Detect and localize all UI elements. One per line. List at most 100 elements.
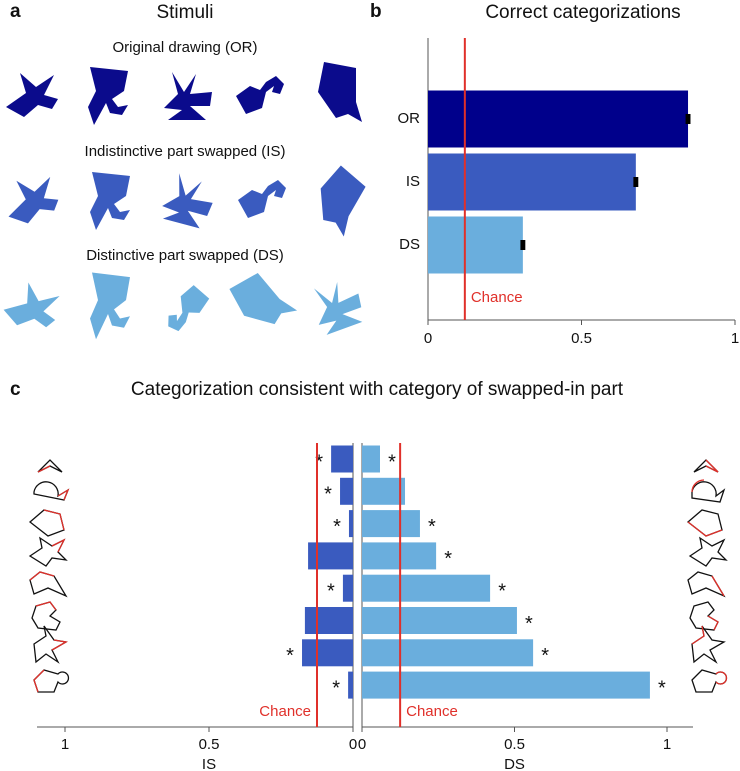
bar [308, 542, 353, 570]
bar [362, 607, 517, 634]
stimuli-row [6, 62, 362, 125]
x-axis-label: IS [202, 756, 216, 771]
icon-part [687, 521, 723, 537]
y-tick-label: IS [406, 173, 420, 190]
significance-marker: * [324, 484, 332, 506]
x-tick-label: 1 [731, 330, 739, 347]
stimuli-row [0, 264, 368, 340]
bar [428, 90, 689, 148]
x-tick-label: 0 [349, 736, 357, 753]
significance-marker: * [428, 516, 436, 538]
significance-marker: * [332, 677, 340, 699]
panel-label: b [370, 1, 382, 22]
y-tick-label: OR [398, 110, 421, 127]
shape [88, 67, 128, 125]
x-tick-label: 0.5 [199, 736, 220, 753]
shape [306, 274, 368, 337]
chance-label: Chance [259, 703, 311, 720]
shape [0, 277, 65, 337]
chance-label: Chance [406, 703, 458, 720]
x-tick-label: 0 [424, 330, 432, 347]
significance-marker: * [333, 516, 341, 538]
icon-part [711, 575, 725, 597]
icon-part [691, 625, 705, 645]
bar [362, 542, 437, 570]
significance-marker: * [315, 451, 323, 473]
stimuli-row-label: Original drawing (OR) [112, 39, 257, 56]
x-axis-label: DS [504, 756, 525, 771]
panel-label: c [10, 379, 21, 400]
bar [362, 510, 420, 538]
icon-part [57, 488, 70, 501]
shape [318, 62, 362, 122]
significance-marker: * [658, 677, 666, 699]
stimuli-row-label: Indistinctive part swapped (IS) [85, 143, 286, 160]
icon-part [51, 538, 66, 553]
bar [362, 574, 491, 602]
shape [224, 264, 298, 339]
icon-part [707, 615, 719, 631]
y-tick-label: DS [399, 236, 420, 253]
bar [302, 639, 353, 667]
significance-marker: * [327, 580, 335, 602]
shape [90, 272, 130, 340]
stimuli-title: Stimuli [156, 2, 213, 23]
bar [331, 445, 353, 473]
x-tick-label: 1 [663, 736, 671, 753]
icon-part [35, 601, 57, 611]
bar [340, 477, 353, 505]
error-bar [685, 114, 691, 124]
stimuli-row-label: Distinctive part swapped (DS) [86, 247, 284, 264]
bar [348, 510, 353, 538]
icon-part [51, 639, 68, 651]
icon [687, 571, 726, 598]
shape [159, 171, 218, 230]
error-bar [520, 240, 526, 250]
bar [428, 153, 636, 211]
icon [691, 481, 726, 503]
chance-label: Chance [471, 289, 523, 306]
icon [33, 669, 70, 693]
icon-part [37, 465, 51, 473]
chart-title: Correct categorizations [485, 2, 680, 23]
bar [348, 671, 353, 699]
x-tick-label: 0 [358, 736, 366, 753]
icon-part [33, 669, 45, 693]
bar [362, 445, 380, 473]
icon [691, 669, 728, 693]
x-tick-label: 0.5 [571, 330, 592, 347]
shape [157, 281, 217, 334]
significance-marker: * [286, 645, 294, 667]
significance-marker: * [541, 645, 549, 667]
bar [362, 477, 406, 505]
error-bar [633, 177, 639, 187]
x-tick-label: 0.5 [504, 736, 525, 753]
icon-part [691, 479, 705, 493]
bar [304, 607, 353, 634]
shape [90, 172, 130, 230]
icon-part [705, 459, 719, 473]
icon [689, 601, 719, 631]
x-tick-label: 1 [61, 736, 69, 753]
icon-part [43, 509, 65, 531]
icon-part [29, 571, 55, 581]
part-icons-right [686, 459, 728, 693]
shape [236, 76, 284, 114]
significance-marker: * [525, 613, 533, 635]
significance-marker: * [388, 451, 396, 473]
bar [362, 671, 650, 699]
icon-part [715, 671, 728, 685]
shape [2, 174, 62, 227]
bar [428, 216, 523, 274]
chart-title: Categorization consistent with category … [131, 379, 624, 400]
bar [362, 639, 534, 667]
part-icons-left [28, 459, 70, 693]
shape [305, 162, 374, 237]
significance-marker: * [498, 580, 506, 602]
shape [164, 72, 212, 120]
panel-label: a [10, 1, 21, 22]
bar [342, 574, 353, 602]
icon [691, 625, 726, 664]
shape [238, 180, 286, 218]
